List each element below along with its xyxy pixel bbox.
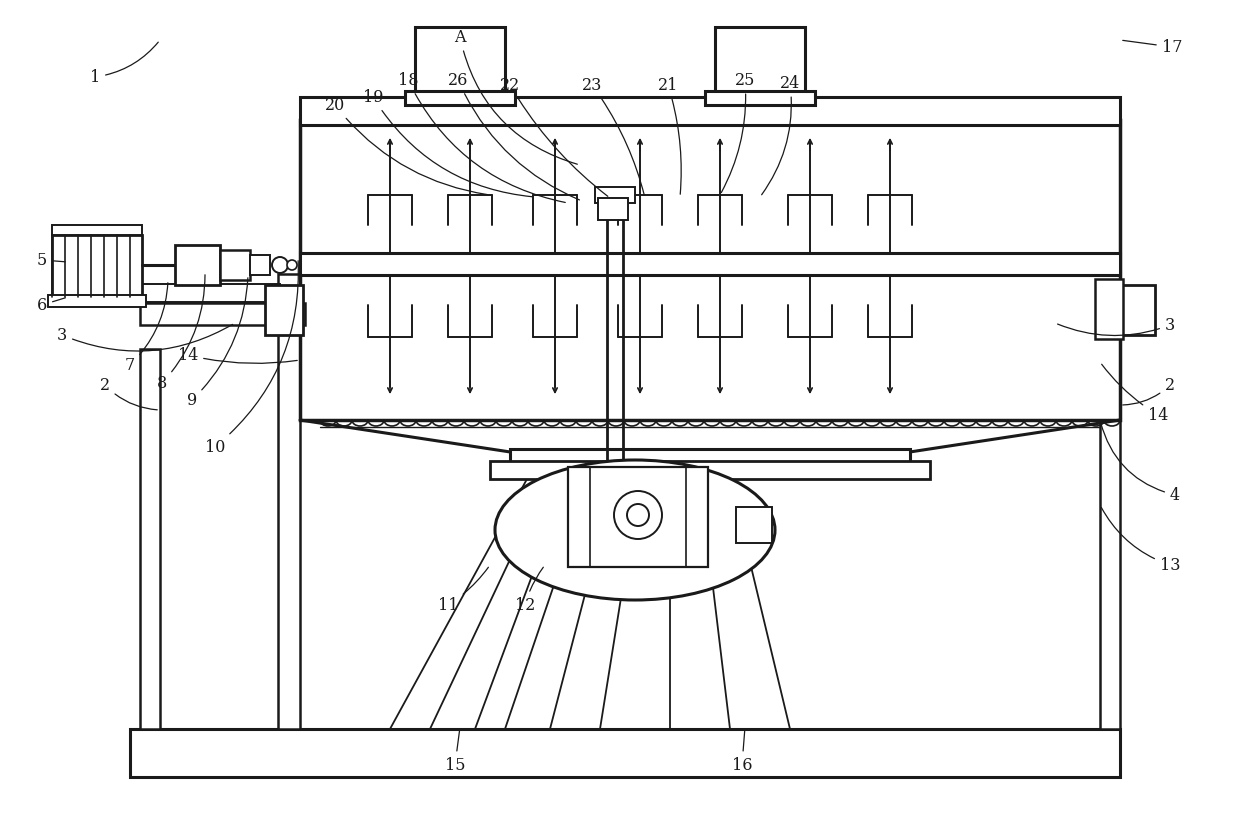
Bar	[300, 97, 1120, 125]
Bar	[1095, 279, 1123, 339]
Text: 12: 12	[515, 567, 543, 614]
Circle shape	[627, 504, 649, 526]
Bar	[706, 91, 815, 105]
Text: 1: 1	[89, 42, 159, 86]
Text: 11: 11	[438, 567, 489, 614]
Bar	[300, 253, 1120, 275]
Text: 20: 20	[325, 96, 487, 195]
Text: 8: 8	[157, 275, 205, 391]
Bar	[568, 467, 708, 567]
Text: 13: 13	[1101, 508, 1180, 574]
Circle shape	[614, 491, 662, 539]
Text: 2: 2	[1122, 377, 1176, 405]
Text: 24: 24	[761, 74, 800, 195]
Bar	[598, 198, 627, 220]
Text: 17: 17	[1122, 38, 1182, 55]
Circle shape	[286, 260, 298, 270]
Text: 7: 7	[125, 283, 167, 373]
Bar	[715, 27, 805, 97]
Bar	[1117, 285, 1154, 335]
Bar	[52, 225, 143, 235]
Bar	[250, 255, 270, 275]
Bar	[1100, 284, 1120, 729]
Text: 15: 15	[445, 729, 465, 773]
Bar	[130, 729, 1120, 777]
Text: 9: 9	[187, 278, 248, 408]
Text: 23: 23	[582, 77, 645, 196]
Text: 3: 3	[57, 324, 233, 351]
Bar	[140, 303, 305, 325]
Text: 21: 21	[657, 77, 681, 194]
Bar	[48, 295, 146, 307]
Bar	[52, 235, 143, 297]
Text: A: A	[454, 29, 578, 165]
Circle shape	[272, 257, 288, 273]
Bar	[595, 187, 635, 203]
Bar	[175, 245, 219, 285]
Text: 10: 10	[205, 261, 299, 456]
Text: 18: 18	[398, 72, 565, 202]
Bar	[265, 285, 303, 335]
Text: 5: 5	[37, 252, 66, 268]
Text: 4: 4	[1101, 423, 1180, 504]
Bar	[140, 349, 160, 729]
Bar	[490, 461, 930, 479]
Bar	[737, 507, 773, 543]
Text: 2: 2	[100, 377, 157, 410]
Bar	[278, 274, 300, 729]
Text: 6: 6	[37, 297, 66, 314]
Ellipse shape	[495, 460, 775, 600]
Text: 16: 16	[732, 729, 753, 773]
Text: 25: 25	[722, 72, 755, 192]
Text: 22: 22	[500, 77, 608, 196]
Text: 26: 26	[448, 72, 579, 200]
Text: 14: 14	[1101, 364, 1168, 424]
Bar	[140, 284, 280, 302]
Bar	[415, 27, 505, 97]
Text: 3: 3	[1058, 316, 1176, 336]
Bar	[300, 120, 1120, 420]
Text: 19: 19	[363, 89, 532, 196]
Bar	[219, 250, 250, 280]
Bar	[405, 91, 515, 105]
Text: 14: 14	[177, 346, 298, 363]
Bar	[510, 449, 910, 465]
